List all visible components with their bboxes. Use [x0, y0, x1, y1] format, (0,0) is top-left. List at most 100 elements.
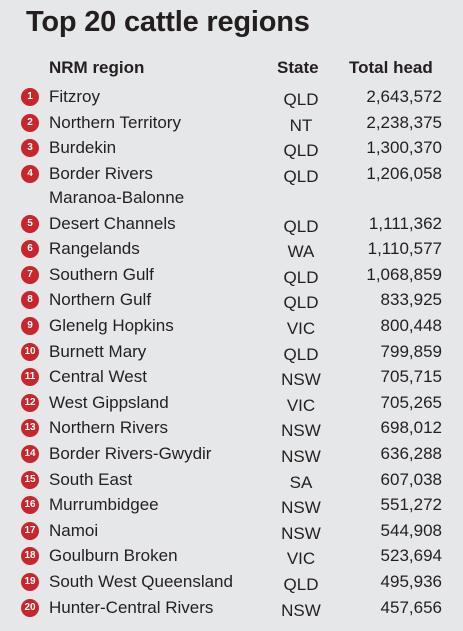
- table-row: 18 Goulburn Broken VIC 523,694: [0, 543, 463, 568]
- state-cell: NSW: [281, 421, 321, 441]
- rank-badge: 15: [21, 470, 39, 489]
- rank-badge: 19: [21, 572, 39, 591]
- column-header-total: Total head: [349, 58, 433, 77]
- region-name: Burnett Mary: [49, 341, 147, 361]
- region-name: Hunter-Central Rivers: [49, 597, 214, 617]
- region-name: South East: [49, 469, 133, 489]
- region-name: Desert Channels: [49, 213, 176, 233]
- total-head-cell: 607,038: [380, 469, 442, 489]
- table-row: 13 Northern Rivers NSW 698,012: [0, 415, 463, 440]
- region-name: Border Rivers-Gwydir: [49, 443, 212, 463]
- region-name: Burdekin: [49, 138, 117, 158]
- state-cell: QLD: [283, 344, 319, 364]
- rank-badge: 11: [21, 368, 39, 387]
- region-name-continued: Maranoa-Balonne: [49, 187, 185, 207]
- total-head-cell: 833,925: [380, 290, 442, 310]
- region-name: Glenelg Hopkins: [49, 315, 174, 335]
- state-cell: QLD: [283, 141, 319, 161]
- table-row: 20 Hunter-Central Rivers NSW 457,656: [0, 595, 463, 620]
- state-cell: SA: [289, 472, 313, 492]
- region-name: Southern Gulf: [49, 264, 154, 284]
- rank-badge: 17: [21, 521, 39, 540]
- region-name: West Gippsland: [49, 392, 169, 412]
- rank-badge: 3: [21, 139, 39, 158]
- table-row: 19 South West Queensland QLD 495,936: [0, 569, 463, 594]
- state-cell: VIC: [286, 549, 316, 569]
- page-title: Top 20 cattle regions: [26, 6, 310, 38]
- region-name: Northern Gulf: [49, 290, 152, 310]
- rank-badge: 4: [21, 164, 39, 183]
- table-row: 17 Namoi NSW 544,908: [0, 518, 463, 543]
- rank-badge: 9: [21, 316, 39, 335]
- state-cell: QLD: [283, 90, 319, 109]
- table-row: 15 South East SA 607,038: [0, 467, 463, 492]
- state-cell: NT: [289, 115, 313, 135]
- table-row: 2 Northern Territory NT 2,238,375: [0, 110, 463, 135]
- table-row: 14 Border Rivers-Gwydir NSW 636,288: [0, 441, 463, 466]
- total-head-cell: 1,300,370: [366, 138, 442, 158]
- total-head-cell: 705,265: [380, 392, 442, 412]
- total-head-cell: 2,238,375: [366, 112, 442, 132]
- rank-badge: 18: [21, 547, 39, 566]
- rank-badge: 14: [21, 444, 39, 463]
- rank-badge: 5: [21, 214, 39, 233]
- column-header-region: NRM region: [49, 58, 145, 77]
- total-head-cell: 495,936: [380, 571, 442, 591]
- state-cell: QLD: [283, 216, 319, 236]
- state-cell: NSW: [281, 446, 321, 466]
- table-row: 4 Border Rivers Maranoa-Balonne QLD 1,206,05…: [0, 161, 463, 211]
- region-name: Northern Rivers: [49, 418, 169, 438]
- state-cell: QLD: [283, 574, 319, 594]
- region-name: Rangelands: [49, 239, 140, 259]
- rank-badge: 16: [21, 496, 39, 515]
- state-cell: NSW: [281, 498, 321, 518]
- rank-badge: 10: [21, 342, 39, 361]
- state-cell: NSW: [281, 600, 321, 620]
- table-row: 12 West Gippsland VIC 705,265: [0, 390, 463, 415]
- total-head-cell: 2,643,572: [366, 87, 442, 106]
- state-cell: VIC: [286, 395, 316, 415]
- state-cell: VIC: [286, 318, 316, 338]
- table-row: 9 Glenelg Hopkins VIC 800,448: [0, 313, 463, 338]
- region-name: Goulburn Broken: [49, 546, 178, 566]
- table-row: 11 Central West NSW 705,715: [0, 364, 463, 389]
- total-head-cell: 1,206,058: [366, 163, 442, 183]
- state-cell: WA: [287, 242, 315, 262]
- table-row: 1 Fitzroy QLD 2,643,572: [0, 84, 463, 109]
- state-cell: QLD: [283, 293, 319, 313]
- table-row: 5 Desert Channels QLD 1,111,362: [0, 211, 463, 236]
- table-row: 3 Burdekin QLD 1,300,370: [0, 135, 463, 160]
- total-head-cell: 698,012: [380, 418, 442, 438]
- rank-badge: 7: [21, 265, 39, 284]
- table-row: 16 Murrumbidgee NSW 551,272: [0, 492, 463, 517]
- rank-badge: 12: [21, 393, 39, 412]
- rank-badge: 13: [21, 419, 39, 438]
- table-row: 8 Northern Gulf QLD 833,925: [0, 287, 463, 312]
- table-row: 7 Southern Gulf QLD 1,068,859: [0, 262, 463, 287]
- region-name: Central West: [49, 367, 147, 387]
- table-row: 6 Rangelands WA 1,110,577: [0, 236, 463, 261]
- total-head-cell: 799,859: [380, 341, 442, 361]
- state-cell: NSW: [281, 523, 321, 543]
- total-head-cell: 800,448: [380, 315, 442, 335]
- total-head-cell: 1,110,577: [367, 239, 442, 259]
- total-head-cell: 1,068,859: [366, 264, 442, 284]
- region-name: Namoi: [49, 520, 99, 540]
- total-head-cell: 457,656: [380, 597, 442, 617]
- rank-badge: 20: [21, 598, 39, 617]
- total-head-cell: 705,715: [380, 367, 442, 387]
- total-head-cell: 523,694: [380, 546, 442, 566]
- total-head-cell: 636,288: [380, 443, 442, 463]
- state-cell: NSW: [281, 370, 321, 390]
- region-name: Border Rivers: [49, 163, 153, 183]
- region-name: Northern Territory: [49, 112, 181, 132]
- table-row: 10 Burnett Mary QLD 799,859: [0, 339, 463, 364]
- total-head-cell: 551,272: [380, 495, 442, 515]
- state-cell: QLD: [283, 166, 319, 186]
- rank-badge: 1: [21, 88, 39, 106]
- rank-badge: 6: [21, 240, 39, 259]
- region-name: Murrumbidgee: [49, 495, 159, 515]
- region-name: South West Queensland: [49, 571, 233, 591]
- rank-badge: 8: [21, 291, 39, 310]
- region-name: Fitzroy: [49, 87, 100, 106]
